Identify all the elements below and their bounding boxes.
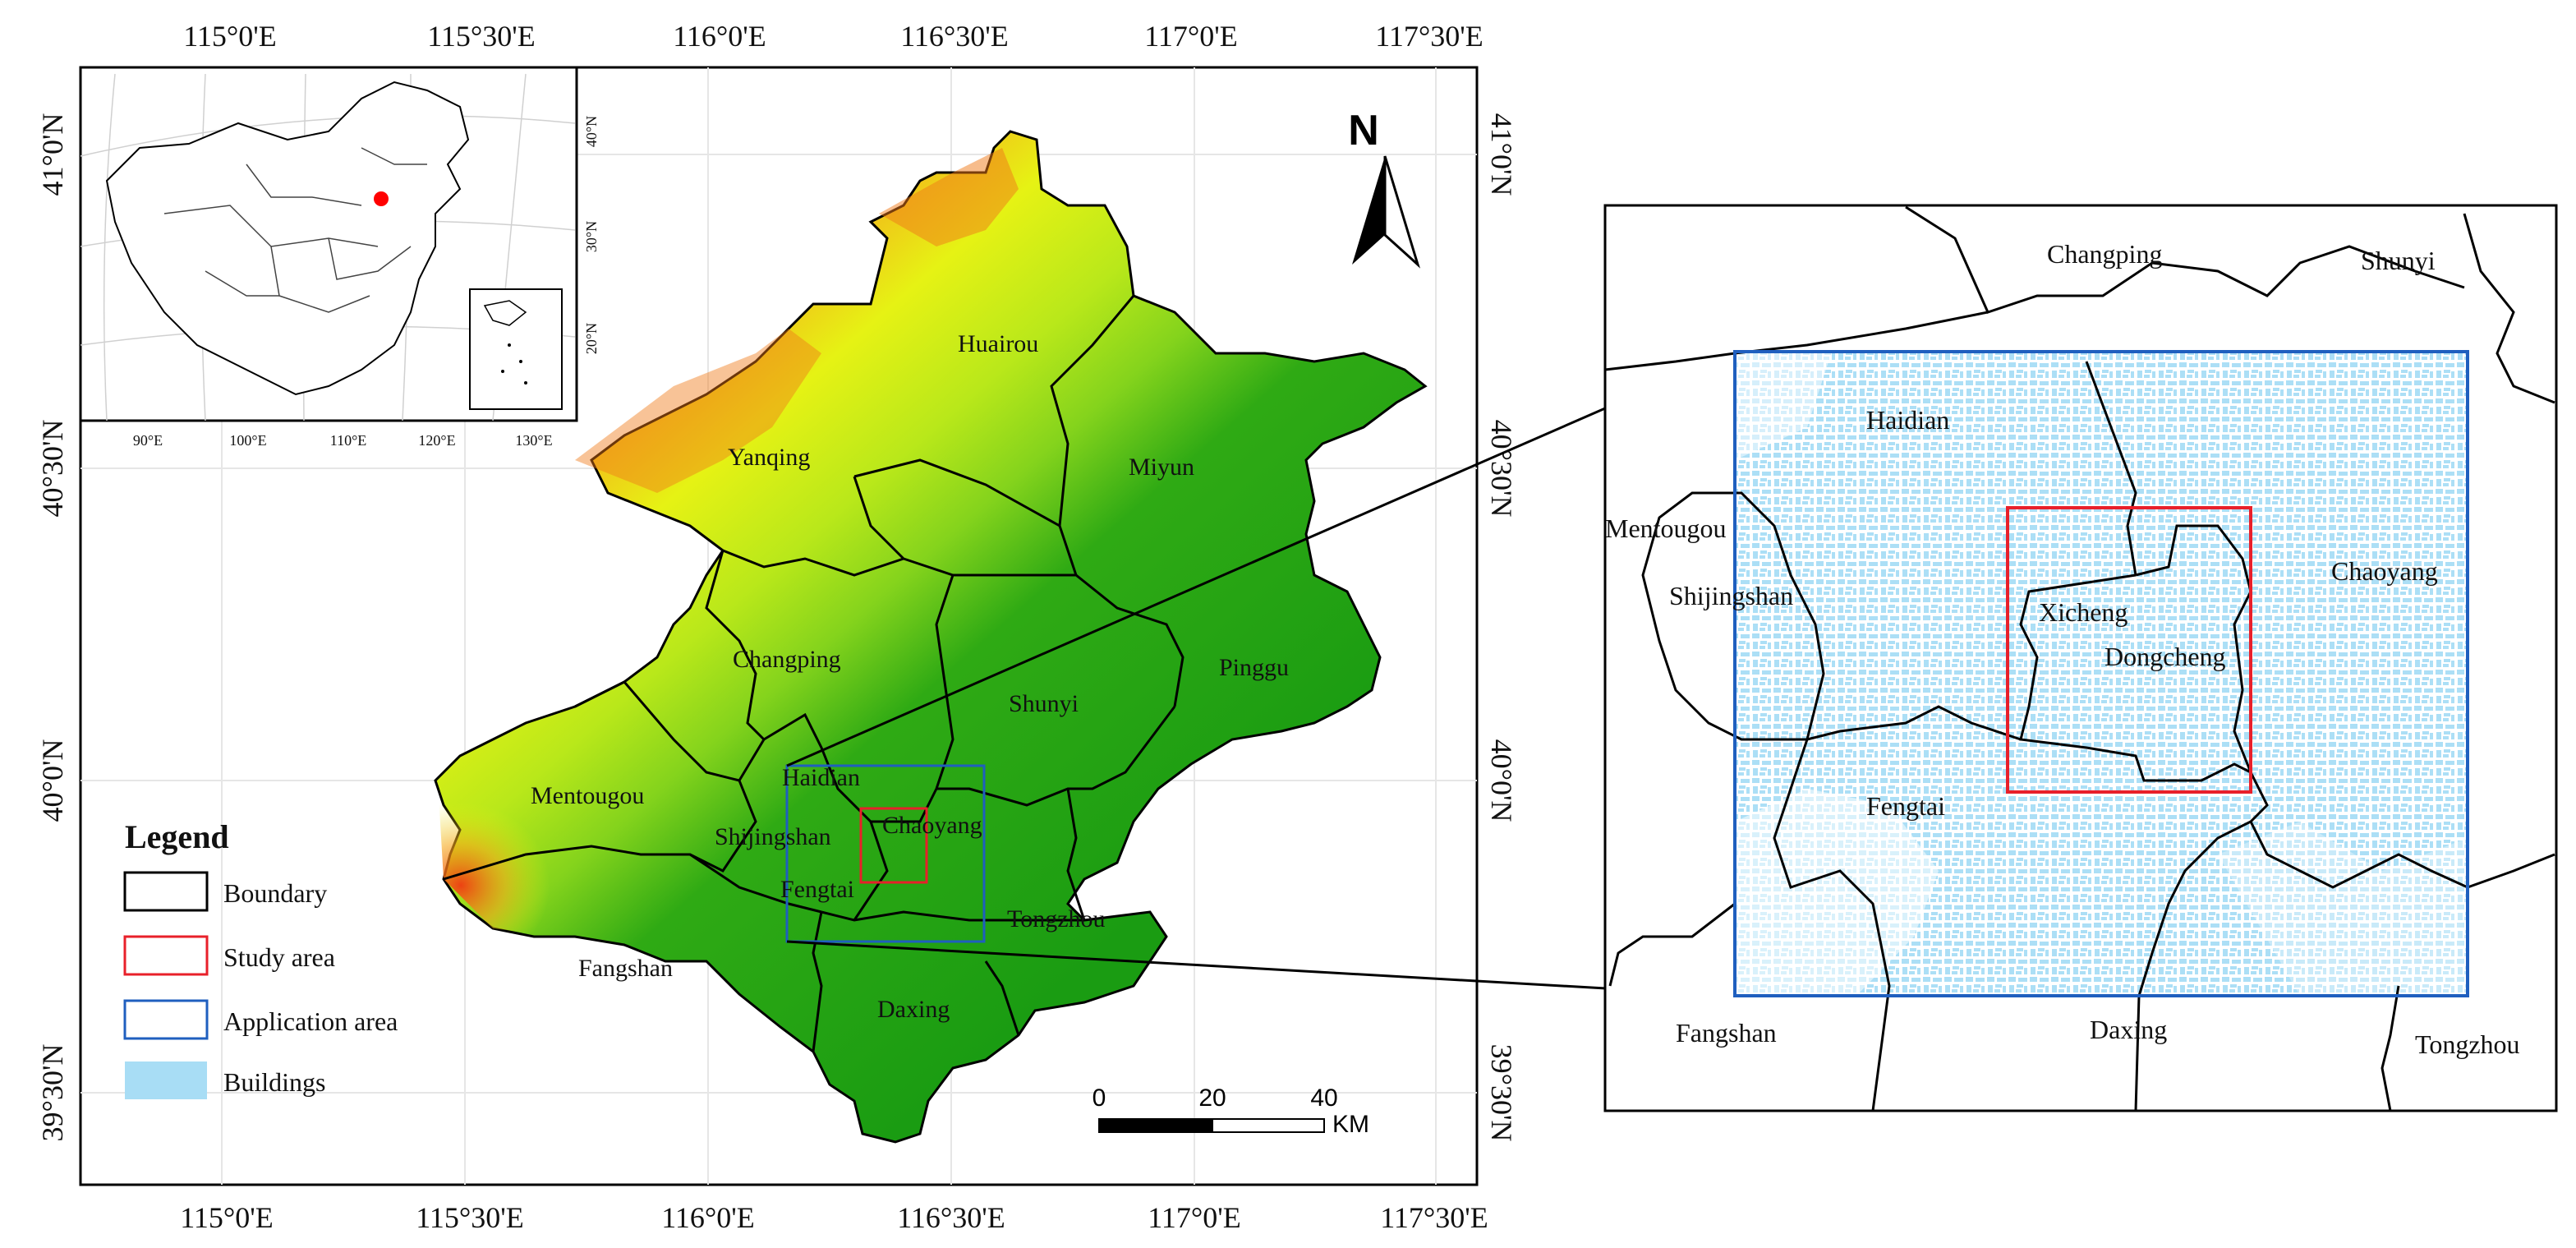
inset-lat-labels: 40°N 30°N 20°N xyxy=(583,116,600,354)
bottom-lon-label-116-30: 116°30'E xyxy=(897,1201,1005,1234)
right-lat-label-40: 40°0'N xyxy=(1485,739,1518,822)
china-outline xyxy=(105,81,470,396)
main-top-lon-labels: 115°0'E 115°30'E 116°0'E 116°30'E 117°0'… xyxy=(183,20,1484,53)
detail-label-dongcheng: Dongcheng xyxy=(2104,642,2226,671)
top-lon-label-115-30: 115°30'E xyxy=(427,20,536,53)
inset-lon-label-90: 90°E xyxy=(133,432,163,449)
district-label-miyun: Miyun xyxy=(1129,454,1194,481)
district-label-haidian: Haidian xyxy=(782,764,860,791)
south-china-sea-inset xyxy=(469,288,563,410)
detail-application-area-box xyxy=(1733,350,2469,997)
district-label-fangshan: Fangshan xyxy=(578,955,673,982)
inset-lat-label-30: 30°N xyxy=(583,221,600,252)
bottom-lon-label-115-30: 115°30'E xyxy=(416,1201,524,1234)
detail-label-fengtai: Fengtai xyxy=(1866,791,1945,821)
main-left-lat-labels: 41°0'N 40°30'N 40°0'N 39°30'N xyxy=(36,113,69,1142)
district-label-yanqing: Yanqing xyxy=(728,444,810,471)
main-study-area-box xyxy=(859,807,928,884)
district-label-huairou: Huairou xyxy=(958,330,1038,357)
right-lat-label-40-30: 40°30'N xyxy=(1485,420,1518,518)
scale-bar-tick-20: 20 xyxy=(1198,1085,1226,1112)
detail-label-changping: Changping xyxy=(2047,239,2162,269)
legend: Legend Boundary Study area Application a… xyxy=(123,818,398,1099)
scale-bar-unit: KM xyxy=(1332,1111,1369,1138)
bottom-lon-label-117-30: 117°30'E xyxy=(1380,1201,1488,1234)
inset-lat-label-20: 20°N xyxy=(583,323,600,354)
main-right-lat-labels: 41°0'N 40°30'N 40°0'N 39°30'N xyxy=(1485,113,1518,1142)
detail-map: Changping Shunyi Haidian Mentougou Shiji… xyxy=(1603,204,2558,1112)
district-label-shijingshan: Shijingshan xyxy=(715,823,831,850)
north-arrow: N xyxy=(1348,107,1420,269)
legend-label-application-area: Application area xyxy=(223,1006,398,1036)
district-label-fengtai: Fengtai xyxy=(780,876,854,903)
district-label-mentougou: Mentougou xyxy=(531,782,644,809)
legend-swatch-buildings xyxy=(125,1061,207,1099)
detail-label-daxing: Daxing xyxy=(2090,1015,2167,1044)
right-lat-label-41: 41°0'N xyxy=(1485,113,1518,196)
scale-bar: 0 20 40 KM xyxy=(1092,1085,1369,1138)
bottom-lon-label-115-0: 115°0'E xyxy=(180,1201,274,1234)
main-district-labels: Huairou Yanqing Miyun Changping Pinggu S… xyxy=(531,330,1289,1023)
bottom-lon-label-117-0: 117°0'E xyxy=(1148,1201,1241,1234)
left-lat-label-39-30: 39°30'N xyxy=(36,1044,69,1142)
top-lon-label-116-30: 116°30'E xyxy=(900,20,1009,53)
scale-bar-tick-0: 0 xyxy=(1092,1085,1106,1112)
scale-bar-tick-40: 40 xyxy=(1310,1085,1337,1112)
detail-label-haidian: Haidian xyxy=(1866,405,1949,435)
left-lat-label-41: 41°0'N xyxy=(36,113,69,196)
main-application-area-box xyxy=(785,764,986,943)
inset-lon-label-130: 130°E xyxy=(515,432,552,449)
beijing-elevation xyxy=(434,130,1428,1144)
inset-lon-label-100: 100°E xyxy=(229,432,266,449)
left-lat-label-40: 40°0'N xyxy=(36,739,69,822)
detail-district-labels: Changping Shunyi Haidian Mentougou Shiji… xyxy=(1605,239,2520,1059)
legend-swatch-study-area xyxy=(123,935,209,976)
inset-lat-label-40: 40°N xyxy=(583,116,600,147)
legend-label-buildings: Buildings xyxy=(223,1067,325,1097)
north-arrow-label: N xyxy=(1348,107,1379,154)
detail-study-area-box xyxy=(2006,506,2252,794)
district-label-tongzhou: Tongzhou xyxy=(1007,905,1106,933)
legend-swatch-application-area xyxy=(123,999,209,1040)
zoom-connectors xyxy=(786,350,1736,997)
legend-swatch-boundary xyxy=(123,871,209,912)
detail-district-boundaries xyxy=(1604,205,2555,1112)
detail-label-chaoyang: Chaoyang xyxy=(2331,556,2438,586)
top-lon-label-117-0: 117°0'E xyxy=(1144,20,1238,53)
district-boundaries xyxy=(443,295,1184,1052)
bottom-lon-label-116-0: 116°0'E xyxy=(661,1201,755,1234)
legend-title: Legend xyxy=(125,818,229,855)
right-lat-label-39-30: 39°30'N xyxy=(1485,1044,1518,1142)
detail-label-xicheng: Xicheng xyxy=(2039,597,2128,627)
top-lon-label-116-0: 116°0'E xyxy=(673,20,766,53)
detail-label-tongzhou: Tongzhou xyxy=(2415,1029,2520,1059)
top-lon-label-117-30: 117°30'E xyxy=(1375,20,1484,53)
detail-building-gaps xyxy=(1735,352,2468,996)
district-label-shunyi: Shunyi xyxy=(1009,690,1079,717)
detail-label-fangshan: Fangshan xyxy=(1676,1018,1777,1048)
left-lat-label-40-30: 40°30'N xyxy=(36,420,69,518)
inset-lon-label-120: 120°E xyxy=(418,432,455,449)
top-lon-label-115-0: 115°0'E xyxy=(183,20,277,53)
district-label-changping: Changping xyxy=(733,646,841,673)
district-label-pinggu: Pinggu xyxy=(1219,654,1289,681)
legend-label-boundary: Boundary xyxy=(223,878,327,908)
inset-lon-label-110: 110°E xyxy=(330,432,367,449)
inset-map: 90°E 100°E 110°E 120°E 130°E 40°N 30°N 2… xyxy=(79,66,600,449)
detail-label-shunyi: Shunyi xyxy=(2361,246,2436,275)
inset-lon-labels: 90°E 100°E 110°E 120°E 130°E xyxy=(133,432,553,449)
inset-beijing-highlight xyxy=(374,191,389,206)
detail-label-mentougou: Mentougou xyxy=(1605,513,1727,543)
district-label-chaoyang: Chaoyang xyxy=(882,812,982,839)
detail-label-shijingshan: Shijingshan xyxy=(1669,581,1793,610)
legend-label-study-area: Study area xyxy=(223,942,335,972)
main-bottom-lon-labels: 115°0'E 115°30'E 116°0'E 116°30'E 117°0'… xyxy=(180,1201,1488,1234)
district-label-daxing: Daxing xyxy=(877,996,950,1023)
main-map: Huairou Yanqing Miyun Changping Pinggu S… xyxy=(36,20,1518,1234)
